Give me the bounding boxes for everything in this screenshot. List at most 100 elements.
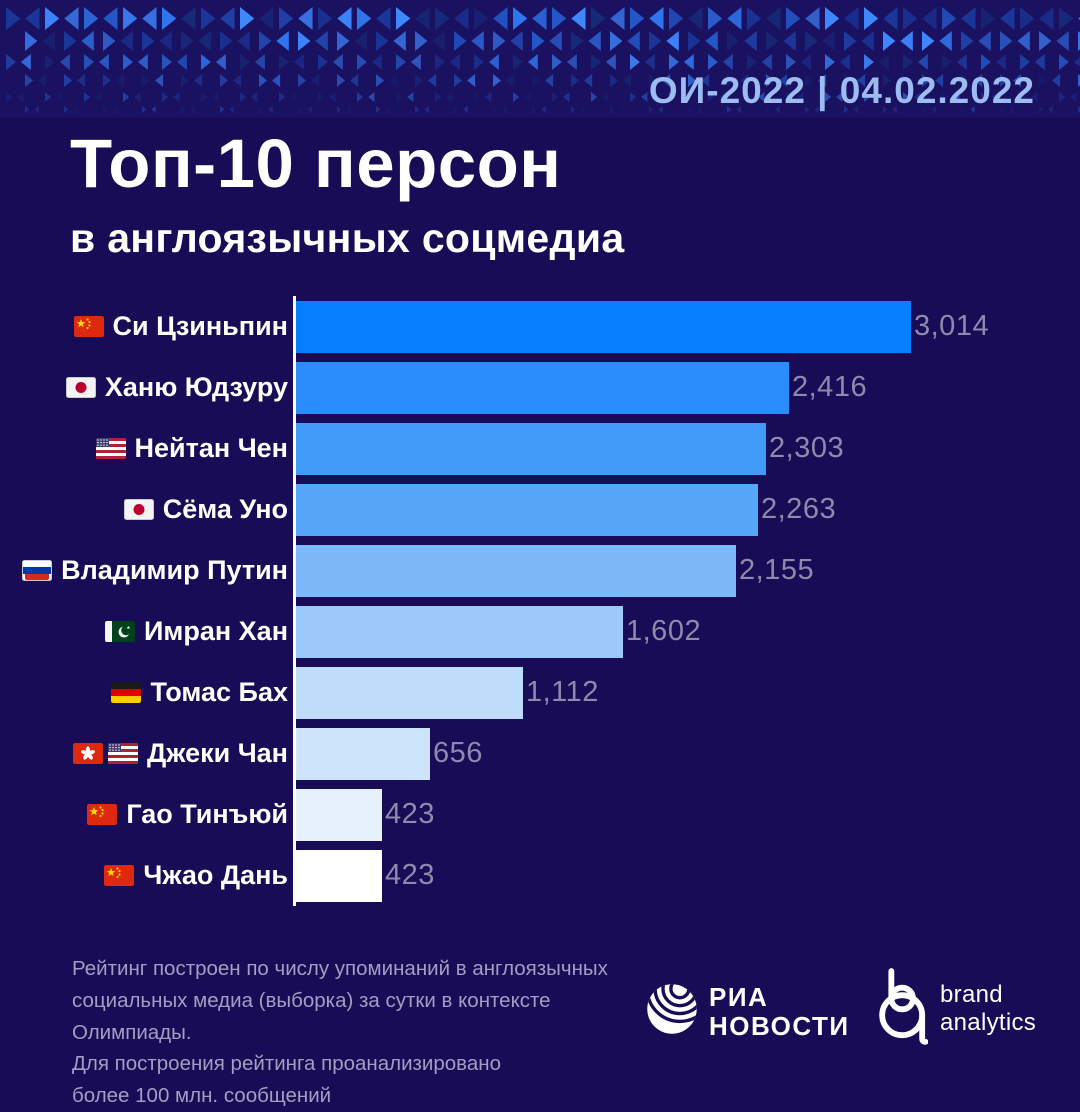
chart-row: Чжао Дань 423 [0,845,1080,906]
bar-area: 423 [296,788,1080,841]
person-label: Гао Тинъюй [0,799,288,830]
flag-icon-hk [73,743,104,764]
bar-area: 1,112 [296,666,1080,719]
bar-area: 2,303 [296,422,1080,475]
chart-row: Имран Хан 1,602 [0,601,1080,662]
bar-area: 2,155 [296,544,1080,597]
person-name: Томас Бах [150,677,288,707]
chart-row: Джеки Чан 656 [0,723,1080,784]
bar-value: 2,155 [739,554,815,586]
flag-icon-pk [104,621,135,642]
flag-icons [73,316,104,337]
person-label: Томас Бах [0,677,288,708]
person-label: Имран Хан [0,616,288,647]
flag-icons [111,682,142,703]
bar-area: 1,602 [296,605,1080,658]
chart-row: Си Цзиньпин 3,014 [0,296,1080,357]
brand-logo-text: brand analytics [940,981,1036,1036]
brand-analytics-logo: brand analytics [878,966,1036,1051]
bar [296,788,382,841]
event-date-label: ОИ-2022 | 04.02.2022 [648,70,1035,111]
flag-icons [104,865,135,886]
person-label: Сёма Уно [0,494,288,525]
bar-value: 2,263 [761,493,837,525]
brand-logo-line1: brand [940,980,1003,1008]
bar-value: 423 [385,859,435,891]
bar-area: 3,014 [296,300,1080,353]
person-label: Владимир Путин [0,555,288,586]
triangle-pattern-decoration [0,0,1080,118]
bar-chart: Си Цзиньпин 3,014 Ханю Юдзуру 2,416 Нейтан Ч… [0,296,1080,908]
person-name: Гао Тинъюй [126,799,288,829]
flag-icon-us [95,438,126,459]
bar-area: 2,416 [296,361,1080,414]
flag-icon-de [111,682,142,703]
bar [296,666,523,719]
methodology-line: Рейтинг построен по числу упоминаний в а… [72,957,608,980]
person-name: Владимир Путин [61,555,288,585]
flag-icon-ru [22,560,53,581]
flag-icon-cn [73,316,104,337]
bar [296,727,430,780]
methodology-line: более 100 млн. сообщений [72,1084,332,1108]
bar-value: 1,602 [626,615,702,647]
bar [296,544,736,597]
person-name: Чжао Дань [143,860,288,890]
flag-icon-us [108,743,139,764]
bar-value: 3,014 [914,310,990,342]
flag-icons [22,560,53,581]
page-title: Топ-10 персон [70,125,562,202]
bar [296,300,911,353]
flag-icon-jp [123,499,154,520]
methodology-line: социальных медиа (выборка) за сутки в ко… [72,988,551,1044]
person-label: Джеки Чан [0,738,288,769]
ria-globe-icon [645,982,699,1041]
person-name: Имран Хан [143,616,288,646]
flag-icon-jp [65,377,96,398]
chart-row: Нейтан Чен 2,303 [0,418,1080,479]
person-name: Сёма Уно [162,494,288,524]
bar-value: 1,112 [526,676,599,708]
flag-icon-cn [87,804,118,825]
flag-icons [95,438,126,459]
bar-value: 2,416 [792,371,868,403]
chart-row: Сёма Уно 2,263 [0,479,1080,540]
flag-icon-cn [104,865,135,886]
person-label: Си Цзиньпин [0,311,288,342]
flag-icons [73,743,139,764]
title-block: Топ-10 персон в англоязычных соцмедиа [70,124,624,262]
bar-area: 656 [296,727,1080,780]
person-name: Ханю Юдзуру [104,372,288,402]
brand-analytics-icon [878,966,929,1051]
bar [296,483,758,536]
flag-icons [87,804,118,825]
chart-axis-line [293,296,296,906]
page-subtitle: в англоязычных соцмедиа [70,215,625,261]
brand-logo-line2: analytics [940,1008,1037,1036]
person-name: Джеки Чан [147,738,288,768]
chart-row: Владимир Путин 2,155 [0,540,1080,601]
bar-value: 2,303 [769,432,845,464]
chart-row: Гао Тинъюй 423 [0,784,1080,845]
bar [296,422,766,475]
bar [296,849,382,902]
person-label: Нейтан Чен [0,433,288,464]
flag-icons [104,621,135,642]
ria-logo-text: РИА НОВОСТИ [709,983,850,1039]
methodology-line: Для построения рейтинга проанализировано [72,1052,501,1076]
banner [0,0,1080,118]
person-label: Ханю Юдзуру [0,372,288,403]
ria-novosti-logo: РИА НОВОСТИ [645,982,850,1041]
flag-icons [123,499,154,520]
chart-row: Томас Бах 1,112 [0,662,1080,723]
bar [296,605,623,658]
chart-row: Ханю Юдзуру 2,416 [0,357,1080,418]
bar [296,361,789,414]
bar-area: 2,263 [296,483,1080,536]
person-name: Си Цзиньпин [112,311,288,341]
bar-area: 423 [296,849,1080,902]
person-label: Чжао Дань [0,860,288,891]
person-name: Нейтан Чен [134,433,288,463]
bar-value: 656 [433,737,483,769]
methodology-note: Рейтинг построен по числу упоминаний в а… [72,953,632,1112]
